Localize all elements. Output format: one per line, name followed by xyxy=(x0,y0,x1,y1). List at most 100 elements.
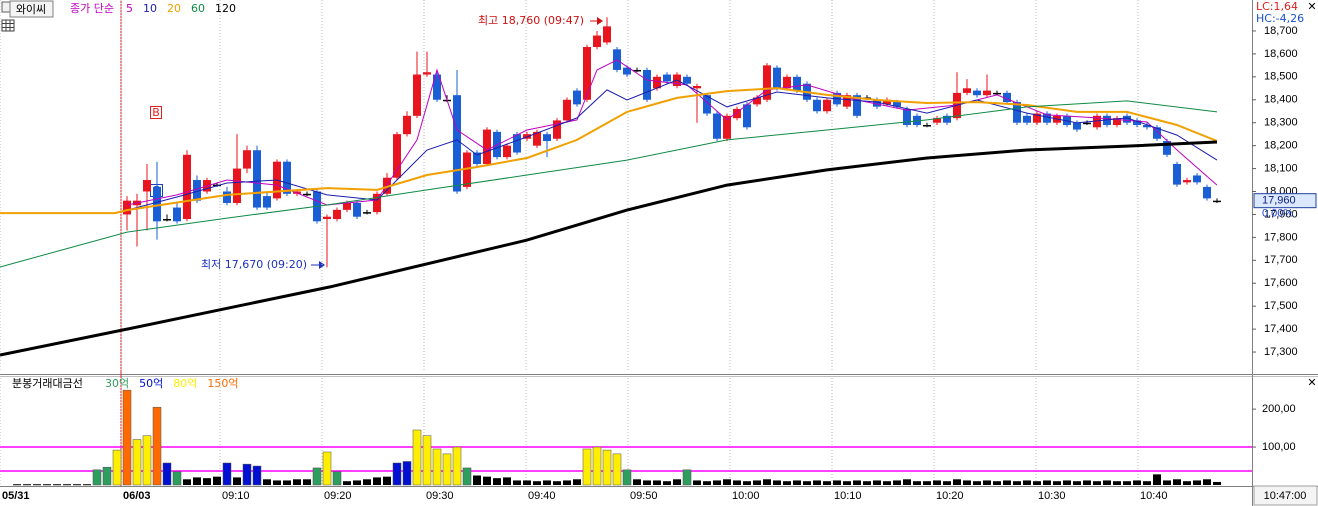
x-tick-label: 06/03 xyxy=(123,490,151,502)
volume-bar xyxy=(833,480,841,485)
candle-body xyxy=(633,69,641,72)
candle-body xyxy=(883,99,891,105)
x-tick-label: 09:50 xyxy=(630,490,658,502)
volume-bar xyxy=(422,435,432,486)
candle-body xyxy=(373,193,381,213)
candle-body xyxy=(1113,118,1121,125)
volume-bar xyxy=(843,481,851,485)
volume-bar xyxy=(162,462,172,486)
candle-body xyxy=(1143,124,1151,128)
candle-body xyxy=(263,196,271,208)
volume-bar xyxy=(883,481,891,485)
volume-bar xyxy=(43,484,51,486)
volume-bar xyxy=(1093,481,1101,485)
volume-bar xyxy=(1133,480,1141,485)
candle-body xyxy=(333,209,341,220)
volume-bar xyxy=(53,484,61,486)
volume-bar xyxy=(943,481,951,485)
volume-bar xyxy=(1153,474,1161,485)
candle-body xyxy=(1173,163,1181,185)
candle-body xyxy=(503,145,511,158)
volume-bar xyxy=(1113,481,1121,485)
close-icon[interactable]: ✕ xyxy=(1307,376,1316,389)
volume-bar xyxy=(1053,481,1061,485)
candle-body xyxy=(173,207,181,222)
volume-bar xyxy=(92,469,102,486)
symbol[interactable]: 와이씨 xyxy=(16,3,46,16)
candle-body xyxy=(323,216,331,220)
candle-body xyxy=(893,102,901,107)
candle-body xyxy=(1193,175,1201,183)
candle-body xyxy=(773,67,781,89)
volume-bar xyxy=(462,467,472,486)
volume-bar xyxy=(622,469,632,486)
volume-bar xyxy=(653,480,661,485)
candle-body xyxy=(713,113,721,139)
close-icon[interactable]: ✕ xyxy=(1307,0,1316,13)
buy-marker xyxy=(150,106,162,119)
candle-body xyxy=(733,108,741,119)
hc-label: HC:-4,26 xyxy=(1256,12,1304,25)
candle-body xyxy=(353,202,361,217)
candle-body xyxy=(553,120,561,139)
candle-body xyxy=(593,35,601,48)
candle-body xyxy=(1123,115,1131,123)
volume-bar xyxy=(353,480,361,485)
volume-bar xyxy=(1213,481,1221,485)
candle-body xyxy=(573,90,581,105)
ma-line xyxy=(0,140,1218,357)
candle-body xyxy=(513,134,521,153)
candle-body xyxy=(1083,122,1091,125)
candle-body xyxy=(683,76,691,84)
volume-bar xyxy=(193,477,201,485)
ma-type: 종가 단순 xyxy=(70,2,114,15)
candle-body xyxy=(143,180,151,192)
volume-bar xyxy=(1003,480,1011,485)
high-annotation: 최고 18,760 (09:47) xyxy=(478,14,584,27)
candle-body xyxy=(653,76,661,89)
volume-bar xyxy=(152,406,162,486)
candle-body xyxy=(783,76,791,89)
volume-bar xyxy=(773,480,781,485)
candle-body xyxy=(583,47,591,100)
grid-icon[interactable] xyxy=(1,19,15,32)
volume-bar xyxy=(913,481,921,485)
candle-body xyxy=(603,26,611,43)
y-tick-label: 18,100 xyxy=(1264,162,1298,174)
volume-bar xyxy=(442,453,452,486)
volume-bar xyxy=(112,449,122,486)
arrow-head xyxy=(597,17,603,25)
volume-bar xyxy=(513,480,521,485)
volume-bar xyxy=(612,453,622,486)
candle-body xyxy=(363,212,371,214)
y-tick-label: 17,400 xyxy=(1264,323,1298,335)
volume-bar xyxy=(392,462,402,486)
volume-bar xyxy=(803,481,811,485)
candle-body xyxy=(253,150,261,208)
candle-body xyxy=(1043,113,1051,123)
volume-bar xyxy=(1023,480,1031,485)
candle-body xyxy=(913,115,921,125)
candle-body xyxy=(283,161,291,194)
volume-bar xyxy=(682,469,692,486)
symbol-box[interactable] xyxy=(9,0,54,18)
x-tick-label: 09:40 xyxy=(528,490,556,502)
candle-body xyxy=(563,99,571,121)
volume-bar xyxy=(1143,481,1151,485)
candle-body xyxy=(763,65,771,100)
volume-bar xyxy=(553,481,561,485)
legend-entry: 10 xyxy=(143,2,157,15)
y-tick-label: 17,500 xyxy=(1264,300,1298,312)
candle-body xyxy=(453,95,461,192)
candle-body xyxy=(1073,122,1081,130)
volume-bar xyxy=(122,389,132,486)
ma-line xyxy=(0,100,1218,268)
candle-body xyxy=(743,104,751,128)
candle-body xyxy=(643,69,651,100)
volume-bar xyxy=(873,480,881,485)
volume-bar xyxy=(753,480,761,485)
legend-entry: 60 xyxy=(191,2,205,15)
